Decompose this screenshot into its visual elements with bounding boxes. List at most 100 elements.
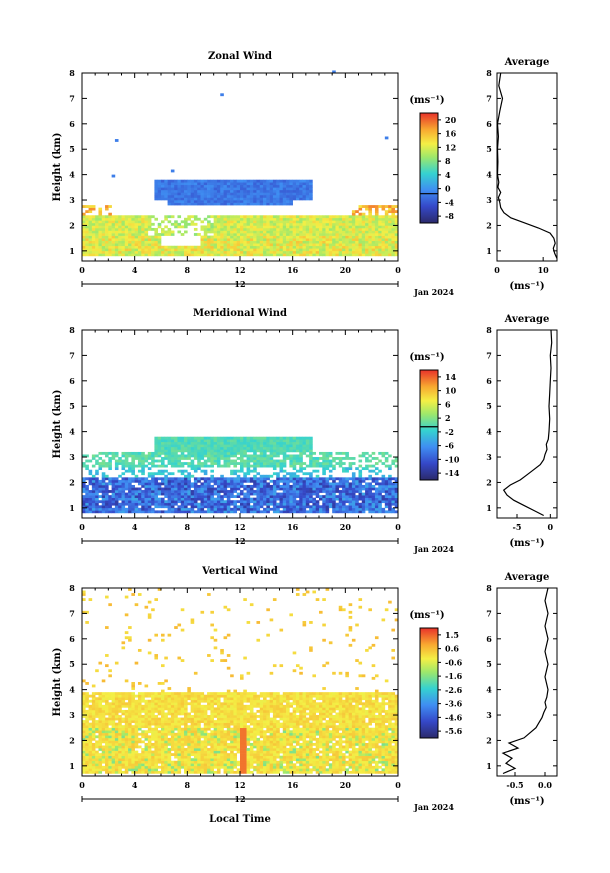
- panel-title: Zonal Wind: [208, 51, 272, 62]
- y-axis-label: Height (km): [52, 648, 63, 717]
- colorbar-tick-label: 14: [445, 372, 457, 382]
- average-y-tick-label: 5: [486, 659, 492, 669]
- average-x-tick-label: 0.0: [538, 780, 552, 790]
- heatmap-cells: [82, 588, 399, 774]
- average-y-tick-label: 7: [486, 93, 492, 103]
- average-title: Average: [504, 572, 550, 583]
- average-x-tick-label: 0: [548, 522, 554, 532]
- x-tick-label: 20: [340, 265, 352, 275]
- y-tick-label: 6: [69, 119, 75, 129]
- average-x-label: (ms⁻¹): [509, 796, 544, 807]
- colorbar-unit: (ms⁻¹): [409, 352, 444, 363]
- average-profile-line: [496, 72, 558, 259]
- day-bar-label: 12: [234, 794, 245, 804]
- average-x-tick-label: -0.5: [506, 780, 523, 790]
- y-tick-label: 8: [69, 583, 75, 593]
- colorbar-tick-label: 8: [445, 156, 451, 166]
- x-axis-label: Local Time: [209, 814, 271, 825]
- x-tick-label: 4: [132, 780, 138, 790]
- y-tick-label: 4: [69, 170, 75, 180]
- average-y-tick-label: 4: [486, 170, 492, 180]
- x-tick-label: 4: [132, 265, 138, 275]
- colorbar-tick-label: -3.6: [445, 699, 463, 709]
- average-y-tick-label: 4: [486, 427, 492, 437]
- average-y-tick-label: 2: [486, 735, 492, 745]
- average-y-tick-label: 3: [486, 710, 492, 720]
- day-bar-label: 12: [234, 536, 245, 546]
- colorbar-tick-label: 1.5: [445, 630, 459, 640]
- x-tick-label: 16: [287, 522, 299, 532]
- y-tick-label: 2: [69, 220, 75, 230]
- average-title: Average: [504, 314, 550, 325]
- colorbar-tick-label: 20: [445, 115, 457, 125]
- y-tick-label: 6: [69, 634, 75, 644]
- colorbar-tick-label: -10: [445, 454, 460, 464]
- x-tick-label: 12: [234, 522, 245, 532]
- colorbar-tick-label: -8: [445, 211, 454, 221]
- x-tick-label: 8: [185, 780, 191, 790]
- colorbar: [419, 112, 439, 224]
- average-frame: [496, 329, 558, 519]
- y-tick-label: 8: [69, 68, 75, 78]
- average-y-tick-label: 7: [486, 608, 492, 618]
- x-tick-label: 16: [287, 780, 299, 790]
- average-y-tick-label: 2: [486, 477, 492, 487]
- x-tick-label: 8: [185, 265, 191, 275]
- colorbar-unit: (ms⁻¹): [409, 95, 444, 106]
- colorbar-unit: (ms⁻¹): [409, 610, 444, 621]
- colorbar-tick-label: 2: [445, 413, 451, 423]
- colorbar-tick-label: -5.6: [445, 726, 463, 736]
- colorbar-tick-label: -14: [445, 468, 460, 478]
- average-y-tick-label: 3: [486, 195, 492, 205]
- y-tick-label: 3: [69, 710, 75, 720]
- y-tick-label: 5: [69, 401, 75, 411]
- average-y-tick-label: 5: [486, 144, 492, 154]
- colorbar-tick-label: -4.6: [445, 712, 463, 722]
- x-tick-label: 8: [185, 522, 191, 532]
- day-bar-label: 12: [234, 279, 245, 289]
- colorbar-tick-label: -4: [445, 197, 454, 207]
- colorbar-tick-label: 0: [445, 184, 451, 194]
- average-y-tick-label: 8: [486, 583, 492, 593]
- average-y-tick-label: 1: [486, 246, 492, 256]
- average-y-tick-label: 3: [486, 452, 492, 462]
- x-tick-label: 0: [395, 780, 401, 790]
- average-y-tick-label: 1: [486, 761, 492, 771]
- y-tick-label: 1: [69, 761, 75, 771]
- y-tick-label: 3: [69, 452, 75, 462]
- colorbar: [419, 627, 439, 739]
- panel-title: Meridional Wind: [193, 308, 287, 319]
- y-tick-label: 7: [69, 608, 75, 618]
- y-tick-label: 4: [69, 427, 75, 437]
- colorbar: [419, 369, 439, 481]
- y-tick-label: 2: [69, 477, 75, 487]
- x-tick-label: 4: [132, 522, 138, 532]
- average-y-tick-label: 1: [486, 503, 492, 513]
- y-tick-label: 5: [69, 659, 75, 669]
- date-label: Jan 2024: [413, 544, 454, 554]
- y-tick-label: 7: [69, 93, 75, 103]
- average-y-tick-label: 2: [486, 220, 492, 230]
- colorbar-tick-label: -0.6: [445, 657, 463, 667]
- x-tick-label: 0: [79, 265, 85, 275]
- average-frame: [496, 72, 558, 262]
- y-tick-label: 4: [69, 685, 75, 695]
- average-y-tick-label: 7: [486, 350, 492, 360]
- y-tick-label: 2: [69, 735, 75, 745]
- average-y-tick-label: 6: [486, 376, 492, 386]
- panel-title: Vertical Wind: [201, 566, 278, 577]
- average-x-tick-label: 0: [494, 265, 500, 275]
- date-label: Jan 2024: [413, 802, 454, 812]
- heatmap-cells: [82, 70, 399, 257]
- x-tick-label: 12: [234, 780, 245, 790]
- x-tick-label: 0: [79, 780, 85, 790]
- x-tick-label: 0: [395, 522, 401, 532]
- y-axis-label: Height (km): [52, 133, 63, 202]
- colorbar-tick-label: -2.6: [445, 685, 463, 695]
- x-tick-label: 12: [234, 265, 245, 275]
- average-profile-line: [501, 587, 549, 775]
- average-x-tick-label: 10: [538, 265, 550, 275]
- y-tick-label: 8: [69, 325, 75, 335]
